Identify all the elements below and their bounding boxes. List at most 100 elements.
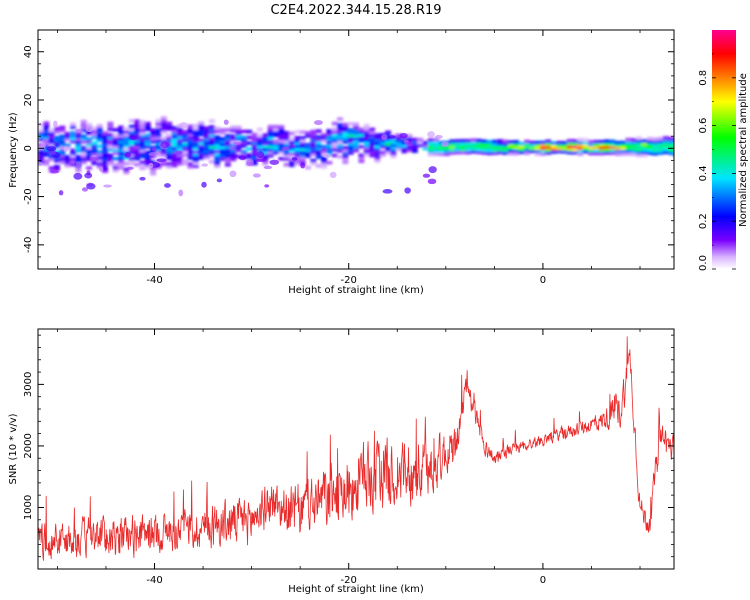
colorbar-gradient [712, 30, 736, 269]
spectrogram-cell [208, 145, 215, 149]
spectrogram-cell [523, 151, 530, 155]
spectrogram-cell [86, 131, 93, 136]
spectrogram-cell [267, 148, 274, 152]
spectrogram-cell [417, 137, 424, 142]
spectrogram-cell [369, 130, 376, 135]
spectrogram-cell [91, 144, 98, 148]
spectrogram-cell [123, 138, 130, 143]
spectrogram-speck [399, 132, 408, 139]
spectrogram-speck [103, 184, 112, 188]
spectrogram-cell [305, 151, 311, 155]
spectrogram-cell [662, 141, 669, 146]
spectrogram-cell [134, 154, 141, 158]
spectrogram-cell [187, 150, 194, 155]
spectrogram-cell [192, 141, 199, 145]
spectrogram-cell [171, 134, 178, 139]
snr-y-tick-label: 3000 [23, 372, 34, 397]
spectrogram-cell [59, 146, 66, 150]
spectrogram-cell [363, 135, 370, 140]
spectrogram-cell [331, 133, 338, 137]
spectrogram-cell [529, 140, 536, 145]
spectrogram-cell [406, 142, 413, 147]
spectrogram-speck [84, 172, 93, 179]
spectrogram-cell [369, 142, 376, 146]
spectrogram-cell [299, 153, 306, 158]
spectrogram-cell [668, 139, 674, 144]
spectrogram-cell [160, 136, 167, 140]
spectrogram-cell [566, 147, 573, 152]
spectrogram-cell [214, 146, 221, 151]
spectrogram-cell [540, 152, 546, 156]
spectrogram-cell [347, 148, 354, 152]
spectrogram-cell [240, 141, 247, 145]
snr-x-tick-label: 0 [540, 575, 546, 586]
spectrogram-cell [219, 151, 226, 156]
spectrogram-cell [625, 149, 632, 153]
spectrogram-cell [224, 142, 231, 147]
spectrogram-cell [144, 153, 151, 158]
spectrogram-cell [310, 129, 317, 134]
spectrogram-cell [80, 125, 87, 130]
spectrogram-cell [630, 149, 637, 154]
spectrogram-cell [465, 141, 472, 146]
spectrogram-cell [385, 130, 392, 135]
spectrogram-cell [630, 152, 637, 157]
colorbar-tick-label: 0.2 [698, 213, 709, 229]
spectrogram-cell [342, 160, 349, 164]
spectrogram-cell [48, 140, 55, 144]
spectrogram-cell [379, 150, 386, 154]
spectrogram-cell [240, 144, 247, 148]
spectrogram-cell [86, 137, 93, 141]
spectrogram-cell [267, 127, 274, 132]
spectrogram-cell [123, 144, 130, 148]
spectrogram-cell [353, 122, 360, 127]
spectrogram-cell [192, 164, 199, 168]
spectrogram-cell [363, 149, 370, 154]
spectrogram-panel: -40 -20 0 -40 -20 0 20 40 Height of straight li… [8, 29, 675, 296]
spectrogram-cell [657, 145, 664, 150]
spectrogram-cell [48, 134, 55, 138]
spectrogram-cell [80, 134, 87, 138]
spectrogram-cell [107, 124, 114, 129]
spectrogram-cell [406, 145, 413, 150]
spectrogram-cell [540, 146, 546, 150]
spectrogram-axes-frame [37, 29, 675, 270]
spectrogram-cell [507, 149, 514, 153]
spectrogram-cell [272, 145, 279, 149]
spectrogram-cell [262, 141, 269, 146]
spectrogram-cell [449, 142, 456, 146]
spectrogram-y-tick-label: -40 [23, 237, 34, 253]
spectrogram-cell [182, 132, 189, 137]
spectrogram-cell [155, 144, 162, 149]
spectrogram-cell [86, 151, 93, 156]
spectrogram-cell [523, 148, 530, 152]
spectrogram-cell [64, 160, 71, 165]
spectrogram-cell [374, 144, 381, 149]
spectrogram-cell [646, 148, 653, 153]
spectrogram-cell [198, 124, 205, 128]
spectrogram-cell [662, 150, 669, 155]
snr-panel: -40 -20 0 1000 2000 3000 Height of straight l… [8, 328, 675, 595]
spectrogram-cell [102, 140, 109, 144]
colorbar: 0.0 0.2 0.4 0.6 0.8 Normalized spectral ampl… [698, 30, 749, 271]
spectrogram-cell [454, 142, 461, 146]
spectrogram-cell [235, 128, 242, 133]
spectrogram-cell [582, 149, 589, 154]
spectrogram-cell [246, 135, 253, 140]
spectrogram-cell [379, 153, 386, 157]
spectrogram-cell [449, 148, 456, 152]
spectrogram-cell [118, 160, 125, 164]
spectrogram-cell [139, 143, 146, 147]
spectrogram-cell [588, 151, 595, 156]
spectrogram-cell [102, 143, 109, 147]
spectrogram-cell [668, 142, 674, 147]
spectrogram-cell [556, 140, 562, 145]
spectrogram-cell [369, 127, 376, 132]
spectrogram-cell [630, 141, 637, 145]
spectrogram-cell [219, 139, 226, 144]
spectrogram-cell [160, 130, 167, 135]
spectrogram-cell [123, 147, 130, 151]
spectrogram-cell [224, 134, 231, 138]
spectrogram-cell [614, 140, 621, 145]
spectrogram-cell [144, 165, 151, 169]
